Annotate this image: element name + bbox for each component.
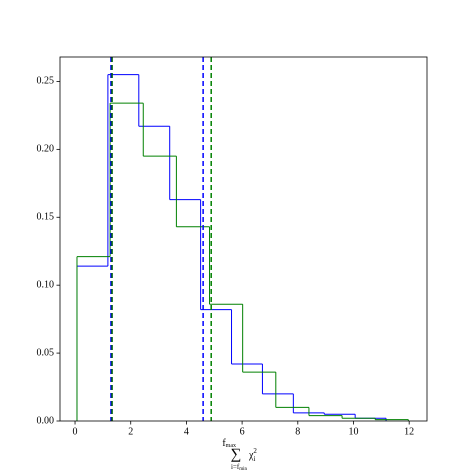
x-tick-label: 10	[348, 426, 358, 437]
y-tick-label: 0.00	[37, 415, 55, 426]
lower: i=f	[231, 463, 240, 471]
y-tick-label: 0.05	[37, 347, 55, 358]
sum-symbol: ∑	[231, 446, 242, 462]
upper-sub: max	[226, 443, 236, 449]
x-tick-label: 6	[240, 426, 245, 437]
plot-frame	[59, 56, 428, 422]
sum-lower: i=fmin	[231, 463, 248, 473]
x-axis-label: fmax ∑ i=fmin χi2	[222, 438, 257, 472]
y-tick-label: 0.25	[37, 76, 55, 87]
y-tick-label: 0.10	[37, 279, 55, 290]
upper: f	[222, 438, 226, 449]
term-sub: i	[253, 455, 255, 463]
x-tick-label: 0	[73, 426, 78, 437]
x-tick-label: 8	[295, 426, 300, 437]
term: χi2	[248, 447, 257, 463]
term-sup: 2	[253, 447, 257, 455]
lower-sub: min	[239, 467, 247, 472]
x-tick-label: 12	[404, 426, 414, 437]
sum-upper: fmax	[222, 438, 236, 449]
x-tick-label: 4	[184, 426, 189, 437]
x-tick-label: 2	[128, 426, 133, 437]
y-tick-label: 0.20	[37, 144, 55, 155]
term-symbol: χ	[248, 450, 254, 461]
y-tick-label: 0.15	[37, 212, 55, 223]
